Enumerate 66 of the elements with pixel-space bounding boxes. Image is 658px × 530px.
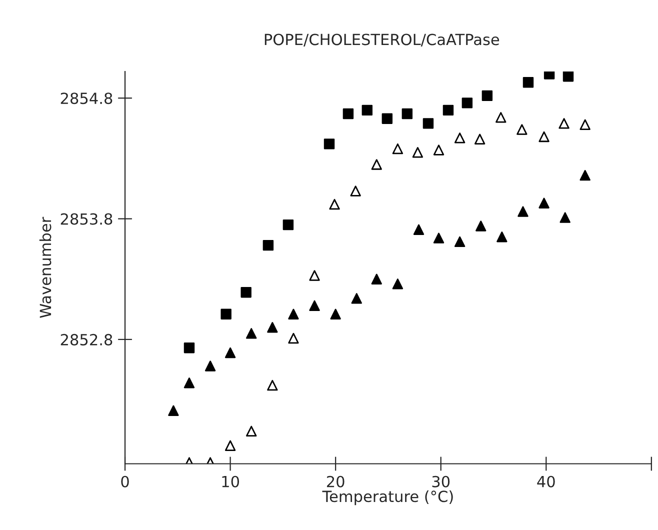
- point: [454, 236, 466, 248]
- point: [309, 300, 320, 312]
- point: [224, 440, 236, 451]
- point: [482, 90, 493, 102]
- point: [246, 426, 257, 437]
- point: [324, 138, 335, 150]
- point: [371, 274, 382, 284]
- point: [422, 118, 434, 129]
- point: [522, 77, 534, 88]
- point: [476, 220, 486, 232]
- point: [462, 98, 473, 108]
- point: [288, 332, 299, 344]
- x-tick-label: 30: [432, 476, 450, 488]
- point: [580, 170, 590, 181]
- point: [496, 232, 508, 242]
- y-tick-label: 2853.8: [60, 213, 112, 225]
- point: [402, 108, 413, 120]
- point: [309, 270, 320, 281]
- point: [240, 287, 252, 298]
- point: [516, 124, 528, 135]
- point: [246, 328, 257, 339]
- point: [342, 108, 354, 120]
- point: [184, 342, 195, 354]
- point: [413, 224, 424, 235]
- point: [288, 308, 299, 320]
- point: [433, 144, 444, 156]
- point: [330, 308, 341, 320]
- point: [580, 119, 590, 130]
- chart-title: POPE/CHOLESTEROL/CaATPase: [264, 34, 500, 46]
- x-tick-label: 40: [537, 476, 555, 488]
- point: [267, 380, 278, 391]
- x-tick-label: 10: [222, 476, 240, 488]
- point: [329, 198, 340, 210]
- point: [538, 131, 550, 142]
- point: [267, 322, 278, 333]
- y-tick-label: 2852.8: [60, 334, 112, 346]
- point: [474, 134, 486, 144]
- y-axis-title: Wavenumber: [39, 216, 52, 318]
- point: [351, 293, 362, 304]
- point: [220, 308, 232, 320]
- point: [371, 159, 382, 170]
- point: [433, 232, 444, 244]
- point: [184, 378, 195, 388]
- point: [496, 112, 506, 123]
- point: [168, 405, 179, 416]
- point: [558, 118, 570, 129]
- point: [382, 113, 393, 124]
- y-tick-label: 2854.8: [60, 92, 112, 104]
- point: [562, 72, 574, 82]
- point: [262, 240, 274, 251]
- x-tick-label: 20: [326, 476, 344, 488]
- x-axis-title: Temperature (°C): [322, 490, 453, 506]
- point: [442, 104, 454, 116]
- point: [412, 147, 424, 158]
- point: [362, 104, 373, 116]
- point: [204, 360, 216, 372]
- point: [282, 219, 294, 230]
- point: [454, 132, 466, 144]
- point: [392, 143, 404, 154]
- point: [224, 347, 236, 358]
- point: [538, 198, 550, 208]
- x-tick-label: 0: [121, 476, 129, 488]
- point: [560, 212, 570, 223]
- point: [350, 186, 361, 196]
- point: [518, 206, 528, 217]
- point: [392, 278, 404, 290]
